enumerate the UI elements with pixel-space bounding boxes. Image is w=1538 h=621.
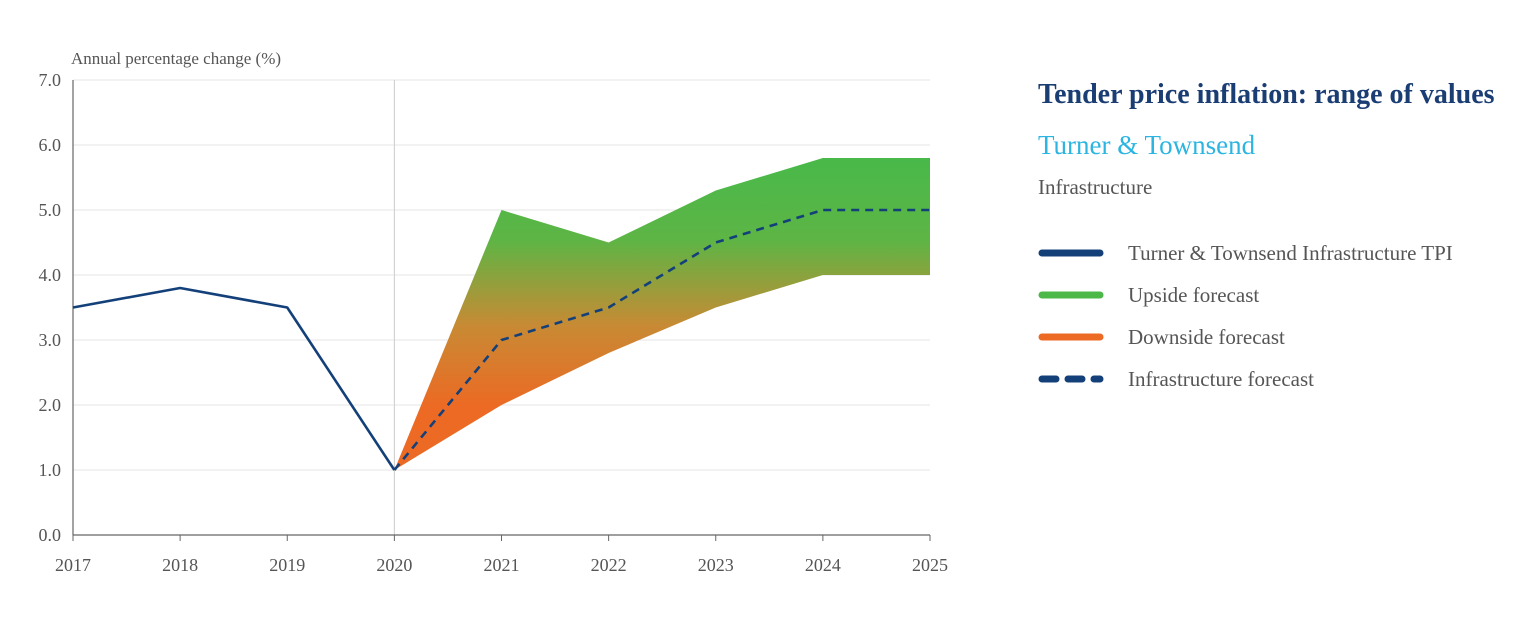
- y-tick-label: 3.0: [39, 330, 62, 350]
- x-tick-label: 2024: [805, 555, 841, 575]
- y-tick-label: 6.0: [39, 135, 62, 155]
- x-tick-label: 2025: [912, 555, 948, 575]
- y-axis-ticks: 0.0 1.0 2.0 3.0 4.0 5.0 6.0 7.0: [39, 70, 62, 545]
- legend-item-downside: Downside forecast: [1038, 316, 1508, 358]
- legend-swatch-downside: [1038, 333, 1104, 341]
- x-axis-ticks: 2017 2018 2019 2020 2021 2022 2023 2024 2025: [55, 555, 948, 575]
- x-tick-label: 2022: [591, 555, 627, 575]
- y-tick-label: 4.0: [39, 265, 62, 285]
- chart-info-panel: Tender price inflation: range of values …: [1038, 78, 1508, 400]
- x-tick-label: 2021: [484, 555, 520, 575]
- sector-label: Infrastructure: [1038, 175, 1153, 199]
- legend-label-tpi: Turner & Townsend Infrastructure TPI: [1128, 240, 1453, 265]
- legend-item-tpi: Turner & Townsend Infrastructure TPI: [1038, 232, 1508, 274]
- x-tick-label: 2018: [162, 555, 198, 575]
- legend: Turner & Townsend Infrastructure TPI Ups…: [1038, 232, 1508, 400]
- y-tick-label: 7.0: [39, 70, 62, 90]
- x-tick-label: 2020: [376, 555, 412, 575]
- y-tick-label: 0.0: [39, 525, 62, 545]
- x-tick-label: 2023: [698, 555, 734, 575]
- y-axis-label: Annual percentage change (%): [71, 49, 281, 68]
- legend-swatch-upside: [1038, 291, 1104, 299]
- x-tick-label: 2017: [55, 555, 91, 575]
- legend-label-upside: Upside forecast: [1128, 282, 1260, 307]
- legend-item-forecast: Infrastructure forecast: [1038, 358, 1508, 400]
- y-tick-label: 1.0: [39, 460, 62, 480]
- series-line-infrastructure-forecast: [393, 208, 930, 471]
- chart: 0.0 1.0 2.0 3.0 4.0 5.0 6.0 7.0 2017 2018 2019 202…: [39, 49, 949, 575]
- x-tick-label: 2019: [269, 555, 305, 575]
- series-line-tpi: [72, 286, 396, 471]
- y-tick-label: 2.0: [39, 395, 62, 415]
- series-lines: [72, 208, 930, 471]
- legend-swatch-tpi: [1038, 249, 1104, 257]
- y-tick-label: 5.0: [39, 200, 62, 220]
- legend-label-forecast: Infrastructure forecast: [1128, 366, 1314, 391]
- company-name: Turner & Townsend: [1038, 130, 1256, 160]
- legend-item-upside: Upside forecast: [1038, 274, 1508, 316]
- chart-title: Tender price inflation: range of values: [1038, 79, 1495, 110]
- legend-swatch-forecast: [1038, 375, 1104, 383]
- legend-label-downside: Downside forecast: [1128, 324, 1285, 349]
- forecast-range-band: [394, 158, 930, 470]
